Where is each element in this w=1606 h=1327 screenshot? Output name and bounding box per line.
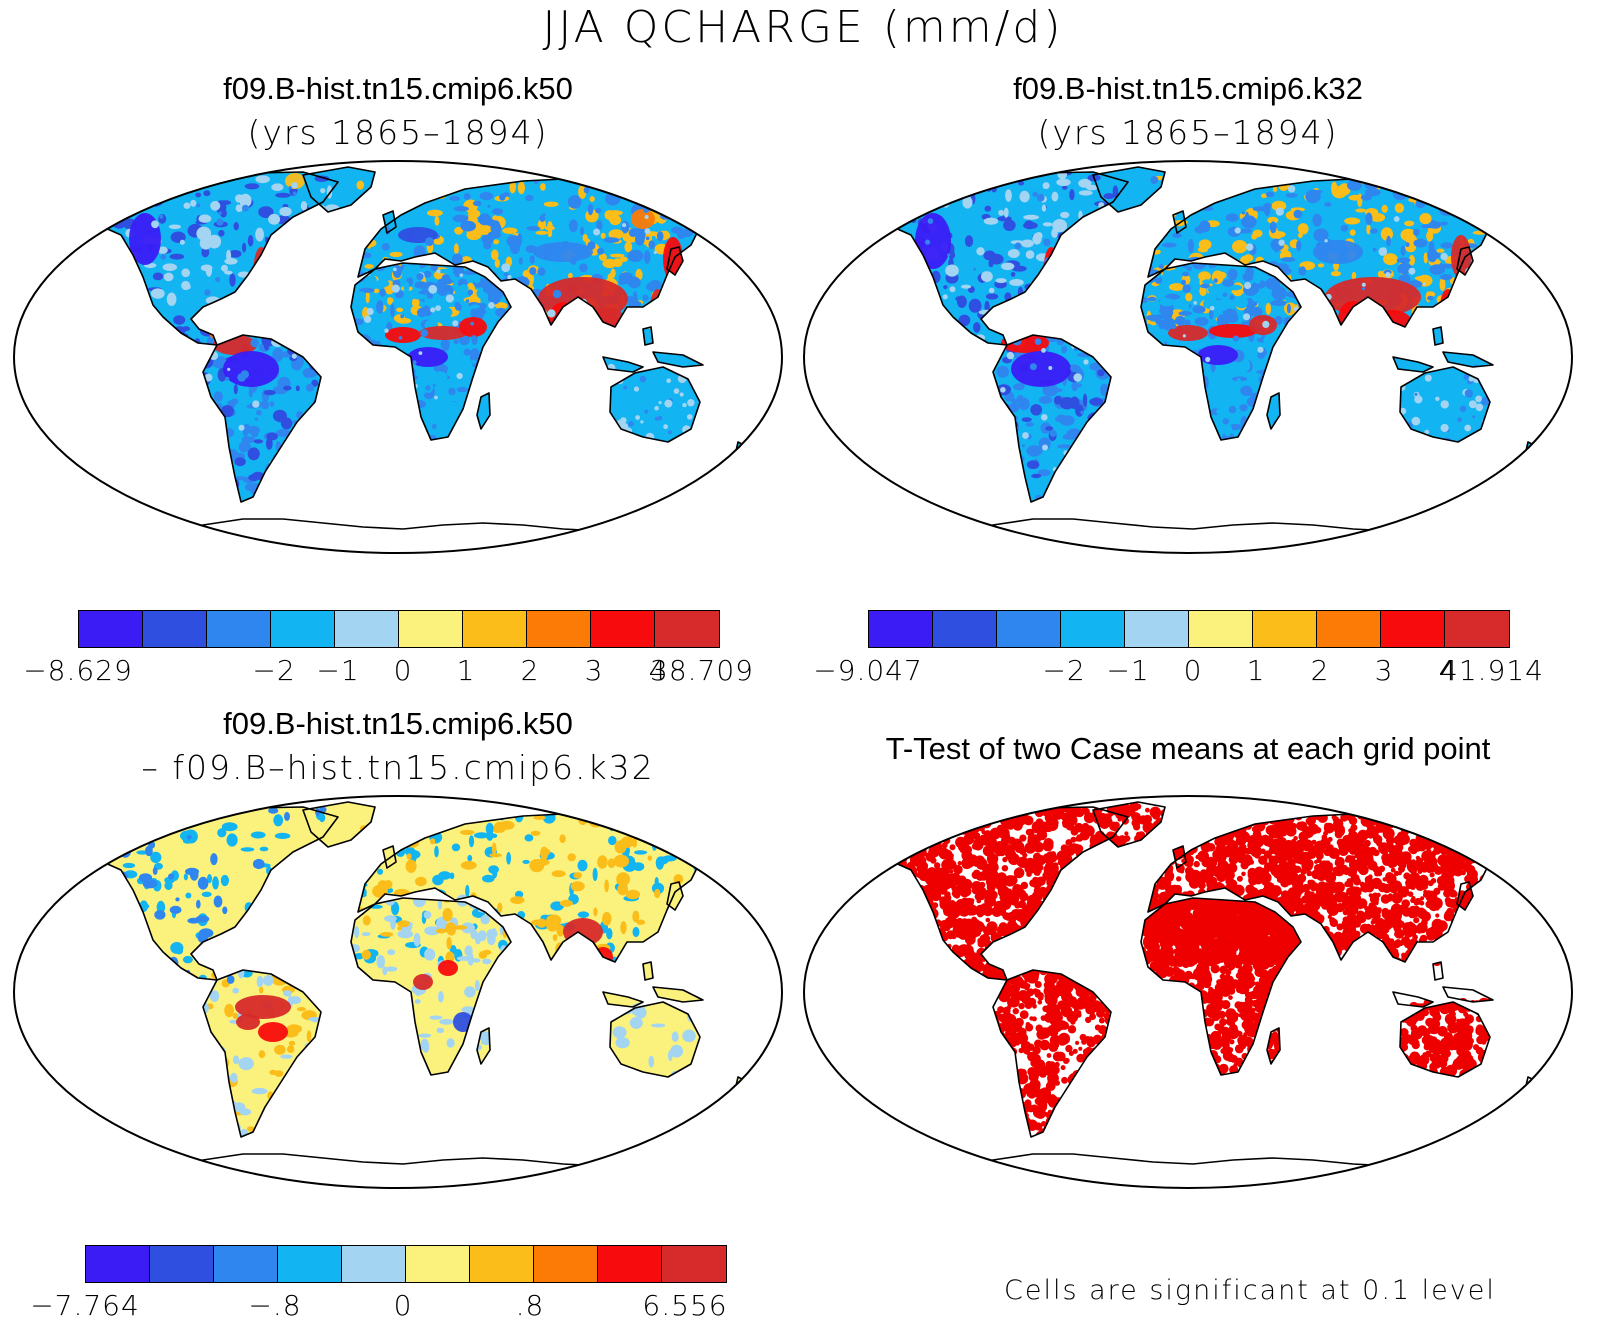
colorbar-k50-tick: 2 — [520, 654, 540, 687]
land-layer — [77, 801, 749, 1188]
colorbar-k50-tick: −2 — [252, 654, 296, 687]
colorbar-k50-tick: 4 — [648, 654, 668, 687]
colorbar-k32-tick: 3 — [1374, 654, 1394, 687]
panel-difference-title: f09.B-hist.tn15.cmip6.k50 — [223, 706, 573, 741]
map-k32 — [803, 160, 1573, 554]
colorbar-swatch — [214, 1246, 278, 1282]
map-difference — [13, 795, 783, 1189]
map-frame — [13, 795, 783, 1189]
colorbar-difference-tick: .8 — [515, 1289, 545, 1322]
colorbar-swatch — [150, 1246, 214, 1282]
panel-k32-years: (yrs 1865–1894) — [1037, 113, 1339, 152]
colorbar-swatch — [278, 1246, 342, 1282]
colorbar-k32-tick: −9.047 — [813, 654, 923, 687]
colorbar-swatch — [1125, 611, 1189, 647]
colorbar-swatch — [463, 611, 527, 647]
panel-k50: f09.B-hist.tn15.cmip6.k50 (yrs 1865–1894… — [3, 0, 793, 640]
colorbar-k50-tick: 0 — [393, 654, 413, 687]
significance-note: Cells are significant at 0.1 level — [1004, 1275, 1496, 1306]
colorbar-swatch — [470, 1246, 534, 1282]
colorbar-swatch — [869, 611, 933, 647]
colorbar-k32-tick: −2 — [1042, 654, 1086, 687]
colorbar-swatch — [1381, 611, 1445, 647]
colorbar-swatch — [527, 611, 591, 647]
colorbar-k50-swatches — [78, 610, 720, 648]
colorbar-k32-tick: 41.914 — [1440, 654, 1544, 687]
colorbar-difference-tick: 6.556 — [642, 1289, 728, 1322]
figure-title: JJA QCHARGE (mm/d) — [542, 2, 1064, 53]
colorbar-k32-tick: 4 — [1438, 654, 1458, 687]
panel-k32-title: f09.B-hist.tn15.cmip6.k32 — [1013, 71, 1363, 106]
colorbar-k32-tick: 0 — [1183, 654, 1203, 687]
colorbar-k50-tick: 3 — [584, 654, 604, 687]
colorbar-swatch — [335, 611, 399, 647]
panel-k32: f09.B-hist.tn15.cmip6.k32 (yrs 1865–1894… — [793, 0, 1583, 640]
colorbar-k32-tick: −1 — [1106, 654, 1150, 687]
map-frame — [803, 160, 1573, 554]
colorbar-k32-tick: 1 — [1246, 654, 1266, 687]
map-frame — [13, 160, 783, 554]
panel-k50-title: f09.B-hist.tn15.cmip6.k50 — [223, 71, 573, 106]
panel-k50-years: (yrs 1865–1894) — [247, 113, 549, 152]
colorbar-swatch — [271, 611, 335, 647]
colorbar-k50-tick: 1 — [456, 654, 476, 687]
colorbar-swatch — [598, 1246, 662, 1282]
colorbar-swatch — [933, 611, 997, 647]
map-k50 — [13, 160, 783, 554]
map-ttest — [803, 795, 1573, 1189]
panel-ttest: T-Test of two Case means at each grid po… — [793, 635, 1583, 1275]
colorbar-k50-tick: 38.709 — [650, 654, 754, 687]
map-frame — [803, 795, 1573, 1189]
colorbar-k50-tick: −8.629 — [23, 654, 133, 687]
colorbar-swatch — [79, 611, 143, 647]
colorbar-k32-swatches — [868, 610, 1510, 648]
colorbar-swatch — [86, 1246, 150, 1282]
colorbar-swatch — [591, 611, 655, 647]
colorbar-swatch — [207, 611, 271, 647]
colorbar-swatch — [534, 1246, 598, 1282]
panel-difference-subtitle: – f09.B–hist.tn15.cmip6.k32 — [141, 748, 655, 787]
colorbar-swatch — [399, 611, 463, 647]
colorbar-swatch — [143, 611, 207, 647]
panel-ttest-title: T-Test of two Case means at each grid po… — [885, 731, 1491, 766]
colorbar-difference-tick: −.8 — [248, 1289, 302, 1322]
colorbar-swatch — [1189, 611, 1253, 647]
colorbar-difference-swatches — [85, 1245, 727, 1283]
colorbar-difference-tick: 0 — [393, 1289, 413, 1322]
colorbar-swatch — [1445, 611, 1509, 647]
colorbar-difference-tick: −7.764 — [30, 1289, 140, 1322]
colorbar-swatch — [342, 1246, 406, 1282]
colorbar-swatch — [1253, 611, 1317, 647]
colorbar-k50-tick: −1 — [316, 654, 360, 687]
colorbar-swatch — [1061, 611, 1125, 647]
colorbar-swatch — [406, 1246, 470, 1282]
colorbar-swatch — [1317, 611, 1381, 647]
colorbar-swatch — [662, 1246, 726, 1282]
shaded-field — [78, 802, 748, 1188]
panel-difference: f09.B-hist.tn15.cmip6.k50 – f09.B–hist.t… — [3, 635, 793, 1275]
colorbar-swatch — [997, 611, 1061, 647]
colorbar-k32-tick: 2 — [1310, 654, 1330, 687]
colorbar-swatch — [655, 611, 719, 647]
